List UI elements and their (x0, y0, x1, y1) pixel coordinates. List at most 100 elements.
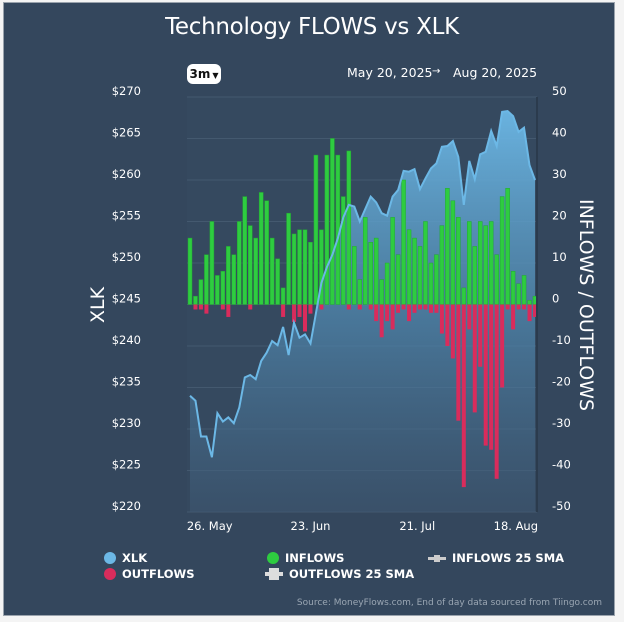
inflow-bar (198, 279, 204, 305)
right-axis-title: INFLOWS / OUTFLOWS (575, 199, 597, 411)
outflow-bar (368, 304, 373, 310)
outflow-bar (319, 304, 324, 310)
outflow-bar (418, 304, 422, 310)
left-tick-label: $235 (112, 375, 141, 389)
inflow-bar (264, 200, 269, 305)
outflow-bar (357, 304, 362, 310)
caret-down-icon: ▼ (212, 71, 219, 80)
inflow-bar (204, 254, 209, 305)
inflow-bar (521, 275, 527, 305)
legend-item-outflows-sma[interactable]: OUTFLOWS 25 SMA (265, 567, 414, 581)
legend-label: INFLOWS 25 SMA (452, 551, 565, 565)
x-tick-label: 21. Jul (399, 519, 435, 533)
outflow-bar (456, 304, 461, 421)
legend-item-outflows[interactable]: OUTFLOWS (104, 567, 194, 581)
circle-icon (104, 552, 116, 564)
inflow-bar (505, 188, 510, 305)
inflow-bar (215, 275, 220, 305)
inflow-bar (308, 242, 313, 305)
x-tick-label: 23. Jun (291, 519, 331, 533)
inflow-bar (499, 196, 505, 305)
inflow-bar (275, 258, 280, 305)
date-to[interactable]: Aug 20, 2025 (453, 65, 538, 80)
line-marker-icon (265, 568, 283, 580)
date-from[interactable]: May 20, 2025 (347, 65, 433, 80)
outflow-bar (522, 304, 527, 310)
inflow-bar (510, 271, 516, 305)
outflow-bar (390, 304, 395, 330)
inflow-bar (401, 179, 406, 305)
circle-icon (104, 568, 116, 580)
outflow-bar (297, 304, 302, 317)
outflow-bar (303, 304, 307, 332)
inflow-bar (253, 237, 258, 305)
right-tick-label: -10 (552, 333, 571, 347)
inflow-bar (362, 217, 368, 305)
legend-item-inflows-sma[interactable]: INFLOWS 25 SMA (428, 551, 564, 565)
inflow-bar (434, 254, 439, 305)
inflow-bar (247, 225, 253, 305)
inflow-bar (483, 225, 488, 305)
inflow-bar (488, 221, 494, 305)
inflow-bar (330, 138, 335, 305)
left-tick-label: $245 (112, 292, 141, 306)
inflow-bar (341, 196, 346, 305)
inflow-bar (291, 233, 297, 305)
left-tick-label: $240 (112, 333, 141, 347)
inflow-bar (346, 150, 352, 305)
legend-item-xlk[interactable]: XLK (104, 551, 147, 565)
x-tick-label: 26. May (187, 519, 233, 533)
inflow-bar (384, 262, 390, 305)
inflow-bar (286, 212, 291, 305)
outflow-bar (478, 304, 483, 367)
right-tick-label: -50 (552, 499, 571, 513)
inflow-bar (477, 221, 483, 305)
inflow-bar (467, 221, 472, 305)
inflow-bar (357, 279, 363, 305)
outflow-bar (450, 304, 455, 359)
outflow-bar (516, 304, 521, 310)
inflow-bar (209, 221, 215, 305)
inflow-bar (297, 229, 302, 305)
legend-item-inflows[interactable]: INFLOWS (267, 551, 344, 565)
x-tick-label: 18. Aug (494, 519, 538, 533)
range-selector-button[interactable]: 3m ▼ (187, 64, 221, 84)
inflow-bar (226, 246, 231, 305)
inflow-bar (280, 287, 286, 305)
outflow-bar (428, 304, 433, 313)
left-tick-label: $265 (112, 126, 141, 140)
right-tick-label: 0 (552, 292, 559, 306)
outflow-bar (467, 304, 472, 330)
inflow-bar (324, 154, 330, 305)
left-tick-label: $260 (112, 167, 141, 181)
outflow-bar (434, 304, 439, 313)
inflow-bar (231, 254, 237, 305)
inflow-bar (461, 287, 467, 305)
right-tick-label: 30 (552, 167, 567, 181)
inflow-bar (302, 229, 308, 305)
inflow-bar (373, 237, 379, 305)
inflow-bar (472, 246, 478, 305)
outflow-bar (505, 304, 510, 310)
inflow-bar (193, 295, 198, 305)
outflow-bar (423, 304, 428, 310)
circle-icon (267, 552, 279, 564)
left-tick-label: $230 (112, 416, 141, 430)
inflow-bar (423, 221, 428, 305)
outflow-bar (220, 304, 225, 310)
outflow-bar (500, 304, 505, 388)
inflow-bar (527, 300, 532, 305)
outflow-bar (204, 304, 209, 314)
outflow-bar (379, 304, 384, 338)
inflow-bar (494, 254, 499, 305)
outflow-bar (533, 304, 537, 317)
outflow-bar (527, 304, 532, 322)
source-credit: Source: MoneyFlows.com, End of day data … (296, 598, 602, 608)
left-axis-title: XLK (87, 286, 109, 323)
outflow-bar (226, 304, 231, 317)
outflow-bar (412, 304, 417, 313)
right-tick-label: -20 (552, 375, 571, 389)
legend-label: XLK (122, 551, 148, 565)
outflow-bar (198, 304, 203, 310)
